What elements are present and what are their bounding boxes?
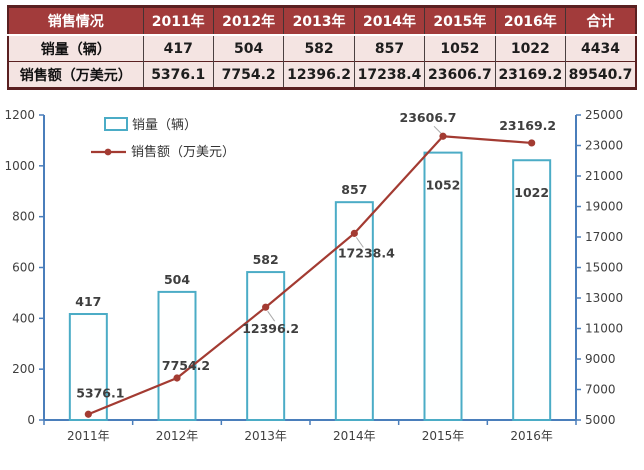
- right-axis-tick-label: 15000: [585, 261, 623, 275]
- right-axis-tick-label: 7000: [585, 383, 616, 397]
- label-leader-line: [355, 237, 364, 248]
- row-label: 销量（辆）: [8, 34, 143, 62]
- bar: [157, 290, 197, 421]
- left-axis-tick-label: 200: [12, 362, 35, 376]
- x-axis-category-label: 2012年: [156, 429, 199, 443]
- line-point-marker: [350, 229, 358, 237]
- line-data-label: 7754.2: [162, 358, 210, 373]
- bar: [68, 313, 108, 421]
- right-axis-tick-label: 19000: [585, 200, 623, 214]
- sales-table-header: 销售情况 2011年 2012年 2013年 2014年 2015年 2016年 合计: [8, 6, 636, 36]
- x-axis-category-label: 2013年: [244, 429, 287, 443]
- left-axis-tick-label: 800: [12, 210, 35, 224]
- table-value-cell: 417: [142, 34, 214, 62]
- label-leader-line: [267, 310, 276, 322]
- right-axis-tick-label: 17000: [585, 230, 623, 244]
- left-axis-tick-label: 600: [12, 261, 35, 275]
- sales-summary-table: 销售情况 2011年 2012年 2013年 2014年 2015年 2016年 合计 销量（…: [7, 5, 637, 90]
- right-axis-tick-label: 23000: [585, 139, 623, 153]
- table-value-cell: 4434: [565, 34, 636, 62]
- line-point-marker: [173, 374, 181, 382]
- line-series: 5376.1 7754.2 12396.2 17238.4 23606.7 23169.2: [76, 110, 556, 418]
- table-header-cell: 2015年: [424, 6, 496, 36]
- right-axis-tick-label: 13000: [585, 291, 623, 305]
- table-value-cell: 1052: [424, 34, 496, 62]
- bar: [334, 201, 374, 421]
- line-data-label: 5376.1: [76, 385, 124, 400]
- table-value-cell: 23169.2: [494, 61, 566, 89]
- table-row: 销量（辆） 417 504 582 857 1052 1022 4434: [8, 34, 636, 62]
- table-value-cell: 857: [353, 34, 425, 62]
- bar-data-label: 1052: [426, 178, 461, 193]
- right-axis-tick-label: 11000: [585, 322, 623, 336]
- left-axis-tick-label: 400: [12, 311, 35, 325]
- bar-data-label: 417: [75, 294, 101, 309]
- table-row: 销售额（万美元） 5376.1 7754.2 12396.2 17238.4 23606.…: [8, 61, 636, 89]
- legend-bar-label: 销量（辆）: [132, 118, 197, 133]
- table-value-cell: 23606.7: [424, 61, 496, 89]
- combo-chart: 0 200 400 600 800 1000 1200 5000 7000 9000 11000 13…: [4, 108, 623, 443]
- table-value-cell: 504: [212, 34, 284, 62]
- line-data-label: 12396.2: [242, 321, 299, 336]
- sales-table-body: 销量（辆） 417 504 582 857 1052 1022 4434 销售额（万美元） 537…: [8, 34, 636, 89]
- combo-chart-area: 0 200 400 600 800 1000 1200 5000 7000 9000 11000 13…: [0, 88, 644, 470]
- table-header-cell: 2013年: [283, 6, 355, 36]
- line-data-label: 17238.4: [338, 245, 395, 260]
- legend-bar-swatch: [104, 117, 128, 131]
- bar: [246, 271, 286, 421]
- bar-data-label: 857: [341, 182, 367, 197]
- left-axis-tick-label: 1200: [4, 108, 35, 122]
- table-value-cell: 89540.7: [565, 61, 636, 89]
- bar-data-label: 504: [164, 272, 190, 287]
- table-value-cell: 12396.2: [283, 61, 355, 89]
- left-axis-tick-label: 1000: [4, 159, 35, 173]
- bar-series: 417 504 582 857 1052 1022: [68, 151, 552, 421]
- left-axis-tick-label: 0: [27, 413, 35, 427]
- sales-table: 销售情况 2011年 2012年 2013年 2014年 2015年 2016年 合计 销量（…: [7, 5, 637, 90]
- bar: [512, 159, 552, 421]
- line-path: [87, 135, 532, 416]
- table-value-cell: 582: [283, 34, 355, 62]
- table-value-cell: 17238.4: [353, 61, 425, 89]
- right-axis-tick-label: 21000: [585, 169, 623, 183]
- label-leader-line: [433, 125, 442, 134]
- table-header-cell: 合计: [565, 6, 636, 36]
- line-data-label: 23169.2: [499, 118, 556, 133]
- legend-line-label: 销售额（万美元）: [131, 144, 235, 160]
- right-axis-tick-label: 25000: [585, 108, 623, 122]
- row-label: 销售额（万美元）: [8, 61, 143, 89]
- legend-line-marker: [104, 148, 112, 156]
- table-value-cell: 1022: [494, 34, 566, 62]
- x-axis-category-label: 2011年: [67, 429, 110, 443]
- line-point-marker: [528, 139, 536, 147]
- table-header-cell: 2016年: [494, 6, 566, 36]
- bar-data-label: 1022: [514, 185, 549, 200]
- table-value-cell: 7754.2: [212, 61, 284, 89]
- table-header-cell: 2014年: [353, 6, 425, 36]
- table-header-cell: 2011年: [142, 6, 214, 36]
- x-axis-category-label: 2015年: [422, 429, 465, 443]
- table-header-cell: 2012年: [212, 6, 284, 36]
- line-point-marker: [84, 410, 92, 418]
- table-corner-header: 销售情况: [8, 6, 143, 36]
- x-axis-category-label: 2014年: [333, 429, 376, 443]
- bar: [423, 151, 463, 421]
- x-axis-category-label: 2016年: [510, 429, 553, 443]
- bar-data-label: 582: [253, 252, 279, 267]
- right-axis-tick-label: 5000: [585, 413, 616, 427]
- line-point-marker: [262, 303, 270, 311]
- line-data-label: 23606.7: [400, 110, 457, 125]
- table-value-cell: 5376.1: [142, 61, 214, 89]
- axes: 0 200 400 600 800 1000 1200 5000 7000 9000 11000 13…: [4, 108, 623, 443]
- chart-legend: 销量（辆） 销售额（万美元）: [91, 117, 235, 160]
- right-axis-tick-label: 9000: [585, 352, 616, 366]
- line-point-marker: [439, 132, 447, 140]
